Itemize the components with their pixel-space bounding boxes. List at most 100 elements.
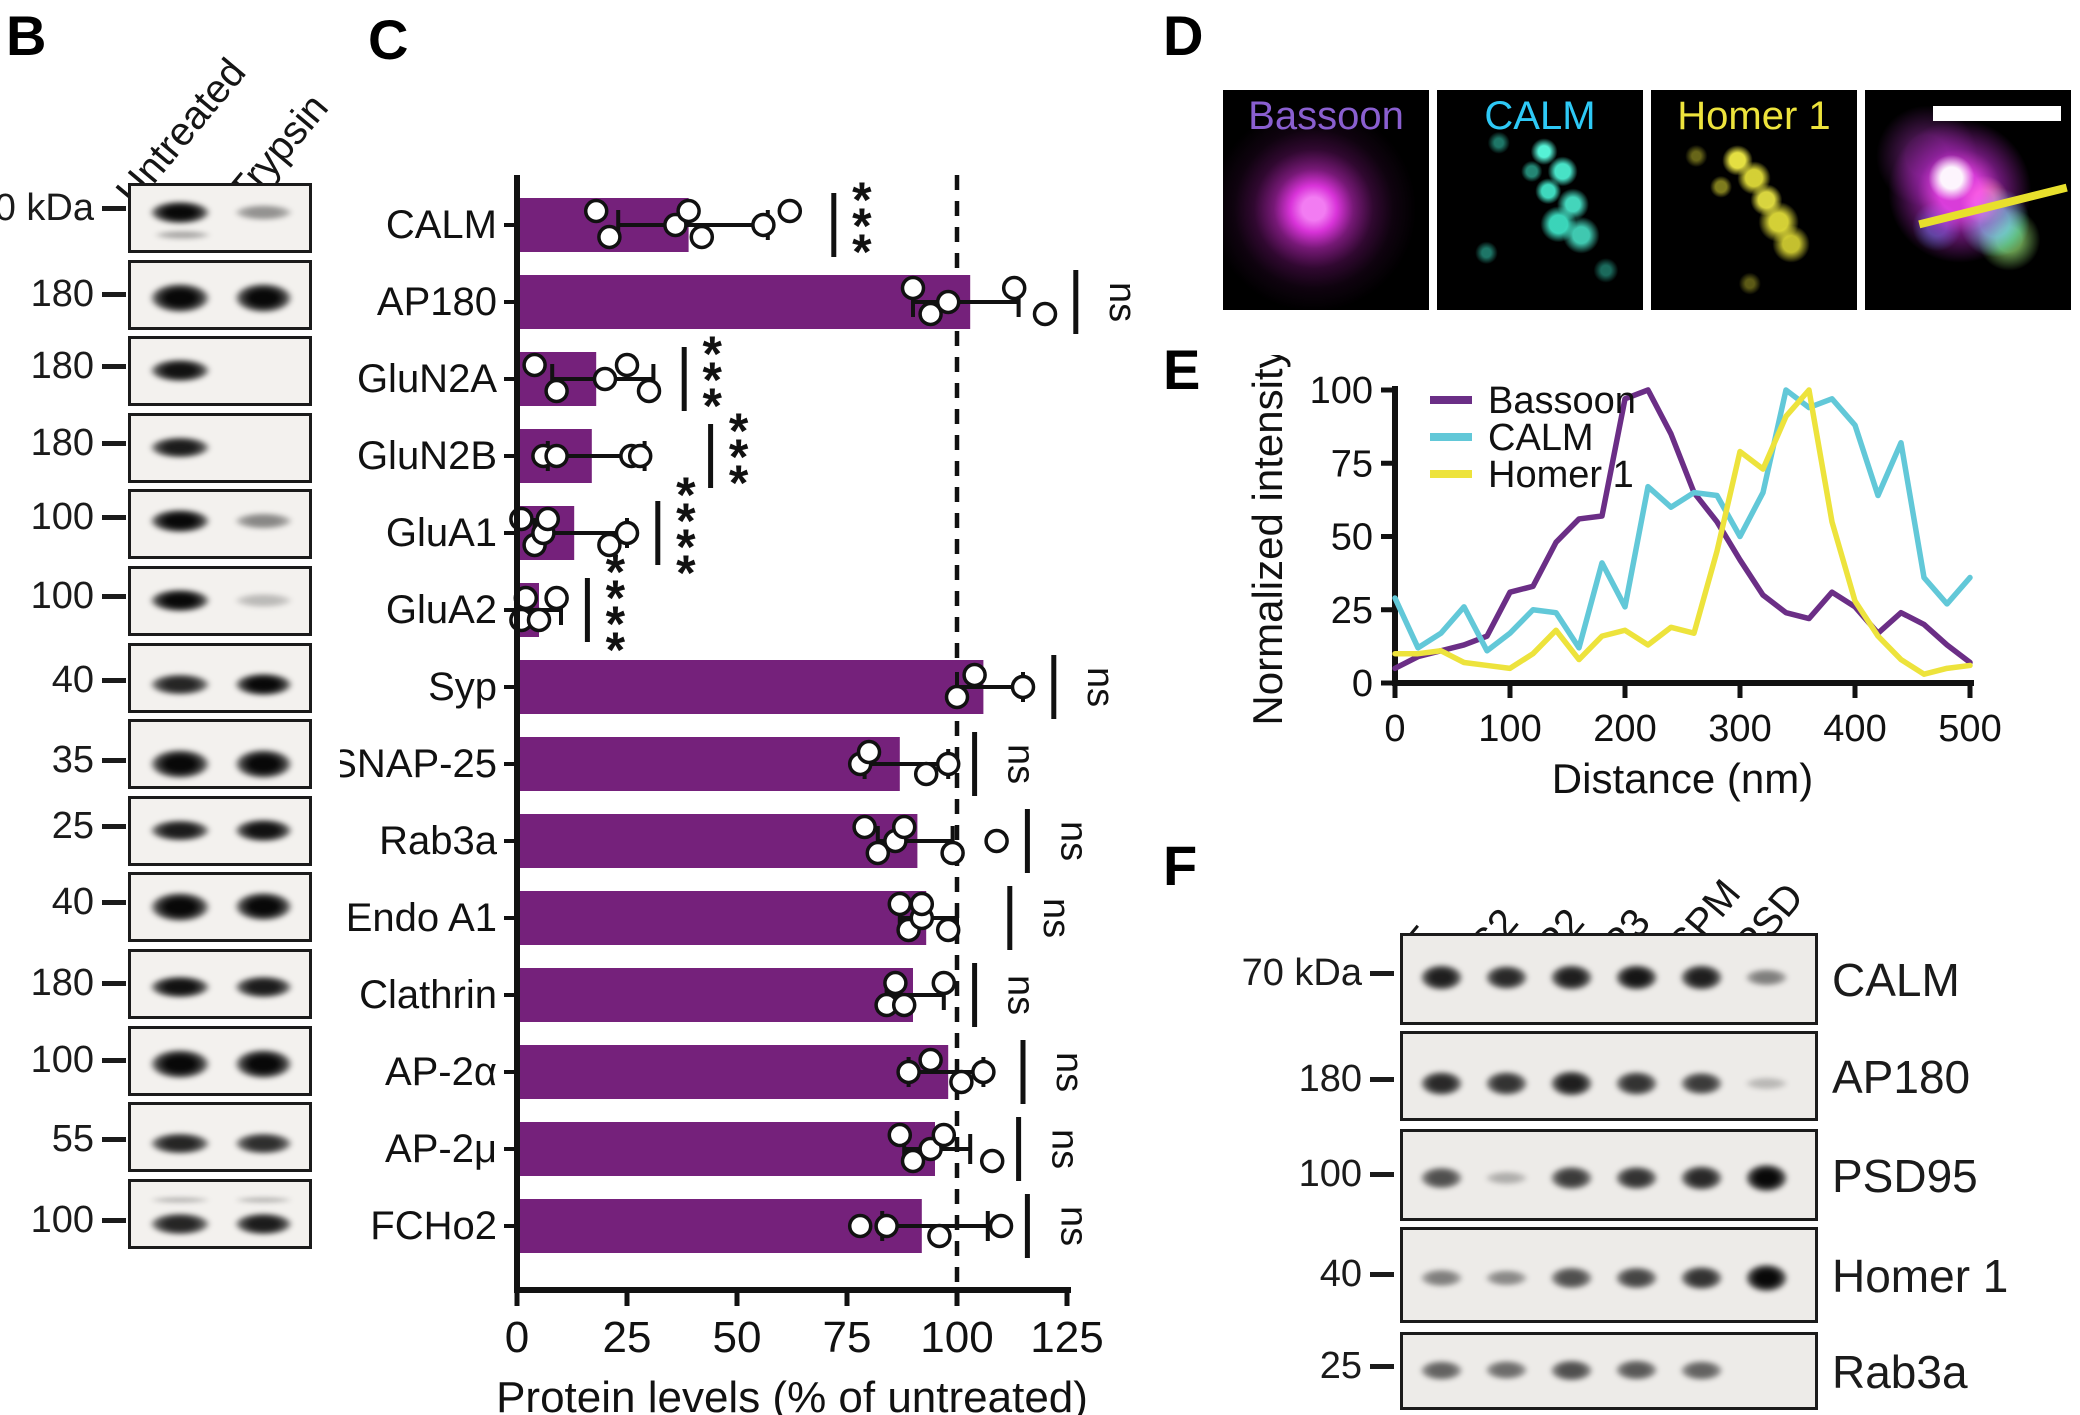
- sig-star: *: [852, 224, 872, 280]
- protein-band: [1608, 959, 1666, 996]
- data-point: [896, 1059, 921, 1085]
- microscopy-tile-homer1: Homer 1: [1651, 90, 1857, 310]
- category-label: FCHo2: [370, 1204, 497, 1248]
- mw-marker: 70 kDa: [1230, 952, 1394, 994]
- protein-band: [139, 971, 220, 1003]
- data-point: [979, 1148, 1005, 1174]
- mw-marker: 40: [0, 659, 126, 702]
- data-point: [1010, 674, 1036, 700]
- mw-marker-text: 100: [30, 1198, 94, 1241]
- mw-marker-dash: [102, 1137, 126, 1142]
- protein-band: [225, 668, 302, 701]
- protein-band: [1608, 1161, 1666, 1195]
- data-point: [887, 891, 913, 917]
- blot-strip: [128, 872, 312, 942]
- mw-marker-dash: [102, 678, 126, 683]
- sig-star: *: [702, 352, 722, 408]
- data-point: [984, 828, 1009, 854]
- mw-marker-dash: [1370, 1171, 1394, 1177]
- mw-marker-text: 100: [30, 1038, 94, 1081]
- sig-star: *: [852, 198, 872, 254]
- legend-label: Bassoon: [1488, 380, 1636, 422]
- fraction-blot-strip: [1400, 1332, 1818, 1410]
- protein-band: [1542, 1263, 1601, 1293]
- mw-marker-text: 180: [30, 422, 94, 464]
- category-label: Rab3a: [379, 819, 498, 863]
- y-tick-label: 25: [1331, 590, 1373, 632]
- mw-marker-text: 180: [30, 272, 94, 315]
- data-point: [940, 840, 965, 866]
- sig-label: ns: [1000, 975, 1042, 1015]
- data-point: [583, 198, 609, 224]
- data-point: [852, 814, 877, 840]
- sig-star: *: [702, 378, 722, 434]
- tile-label-calm: CALM: [1484, 94, 1596, 138]
- data-point: [949, 1069, 974, 1095]
- protein-band: [139, 196, 220, 229]
- protein-band: [225, 886, 302, 927]
- panel-label-b: B: [6, 4, 47, 67]
- microscopy-tile-merge: [1865, 90, 2071, 310]
- panel-label-f: F: [1163, 834, 1198, 897]
- protein-band: [1673, 1067, 1731, 1100]
- x-tick-label: 100: [920, 1313, 993, 1362]
- data-point: [856, 739, 882, 765]
- mw-marker-dash: [102, 291, 126, 297]
- mw-marker: 40: [0, 881, 126, 924]
- mw-marker: 40: [1230, 1253, 1394, 1295]
- protein-band: [1412, 960, 1470, 995]
- protein-band: [1412, 1266, 1470, 1290]
- series-line-calm: [1392, 387, 1973, 654]
- protein-band: [139, 815, 220, 846]
- sig-star: *: [702, 326, 722, 382]
- category-label: GluN2B: [357, 434, 497, 478]
- data-point: [751, 212, 776, 238]
- data-point: [935, 289, 961, 315]
- protein-band: [1738, 965, 1796, 990]
- data-point: [944, 684, 970, 710]
- mw-marker-dash: [102, 757, 126, 763]
- x-tick-label: 125: [1030, 1313, 1103, 1362]
- data-point: [597, 532, 622, 558]
- data-point: [544, 378, 569, 404]
- data-point: [988, 1213, 1014, 1239]
- y-axis-title: Normalized intensity: [1244, 355, 1291, 726]
- bar-AP180: [517, 275, 971, 329]
- protein-band: [139, 669, 220, 700]
- mw-marker-text: 55: [51, 1118, 94, 1160]
- mw-marker-dash: [102, 206, 126, 212]
- data-point: [544, 443, 569, 469]
- protein-band: [139, 505, 220, 538]
- protein-band: [1542, 1162, 1601, 1194]
- blot-strip: [128, 949, 312, 1019]
- sig-label: ns: [1000, 744, 1042, 784]
- mw-marker: 35: [0, 739, 126, 781]
- data-point: [962, 662, 987, 688]
- data-point: [931, 970, 957, 996]
- x-tick-label: 300: [1708, 708, 1771, 750]
- line-chart-intensity-profile: 0 25 50 75 100 0 100 200 300 400 500 Distance (nm) N…: [1244, 355, 2002, 802]
- line-profile-marker: [1918, 183, 2068, 229]
- mw-marker-dash: [102, 364, 126, 369]
- data-point: [535, 506, 561, 532]
- mw-marker: 70 kDa: [0, 187, 126, 230]
- mw-marker-dash: [102, 900, 126, 905]
- blot-strip: [128, 413, 312, 483]
- data-point: [636, 378, 662, 404]
- mw-marker: 180: [0, 345, 126, 388]
- x-tick-label: 0: [1384, 708, 1405, 750]
- x-tick-label: 400: [1823, 708, 1886, 750]
- mw-marker: 100: [0, 1199, 126, 1241]
- sig-label: ns: [1101, 282, 1140, 322]
- data-point: [900, 1148, 926, 1174]
- mw-marker-text: 100: [30, 495, 94, 538]
- data-point: [1001, 275, 1027, 301]
- protein-band: [139, 1196, 220, 1204]
- sig-star: *: [676, 493, 696, 549]
- mw-marker: 100: [1230, 1153, 1394, 1195]
- blot-strip: [128, 1026, 312, 1096]
- mw-marker-dash: [102, 594, 126, 599]
- mw-marker-dash: [102, 441, 126, 446]
- protein-band: [225, 972, 302, 1002]
- protein-band: [1542, 1066, 1601, 1101]
